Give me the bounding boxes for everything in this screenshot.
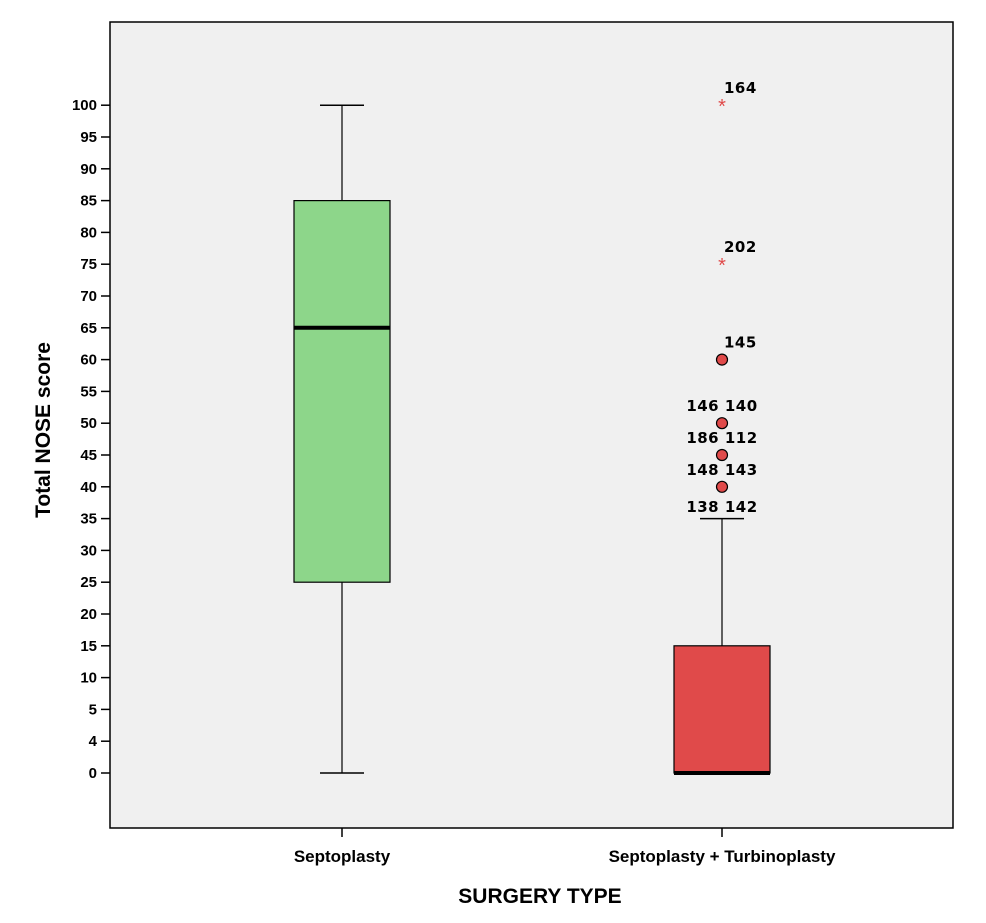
outlier-label: 138 142 xyxy=(686,498,757,516)
y-tick-label: 25 xyxy=(80,574,97,591)
y-tick-label: 95 xyxy=(80,129,97,146)
outlier-point xyxy=(715,417,729,430)
box-0 xyxy=(293,104,391,774)
y-tick-label: 35 xyxy=(80,511,97,528)
outlier-label: 146 140 xyxy=(686,397,757,415)
plot-area xyxy=(109,21,954,829)
box xyxy=(293,200,391,583)
outlier-label: 164 xyxy=(724,79,757,97)
y-tick-label: 45 xyxy=(80,447,97,464)
outlier-label: 148 143 xyxy=(686,461,757,479)
y-tick-label: 55 xyxy=(80,383,97,400)
extreme-star: * xyxy=(718,96,726,118)
y-tick-label: 5 xyxy=(89,701,97,718)
box xyxy=(673,645,771,774)
outlier-point xyxy=(715,353,729,366)
x-tick-label: Septoplasty + Turbinoplasty xyxy=(609,847,836,866)
y-tick-label: 85 xyxy=(80,193,97,210)
x-axis-label: SURGERY TYPE xyxy=(458,885,621,908)
y-tick-label: 20 xyxy=(80,606,97,623)
y-tick-label: 60 xyxy=(80,352,97,369)
y-tick-label: 30 xyxy=(80,542,97,559)
y-tick-label: 50 xyxy=(80,415,97,432)
outlier-label: 145 xyxy=(724,334,757,352)
outlier-label: 202 xyxy=(724,238,757,256)
y-tick-label: 10 xyxy=(80,670,97,687)
outlier-point xyxy=(715,480,729,493)
outlier-label: 186 112 xyxy=(686,429,757,447)
y-tick-label: 65 xyxy=(80,320,97,337)
y-axis-label: Total NOSE score xyxy=(32,342,55,518)
y-tick-label: 70 xyxy=(80,288,97,305)
extreme-star: * xyxy=(718,255,726,277)
outlier-point xyxy=(715,448,729,462)
y-tick-label: 0 xyxy=(89,765,97,782)
y-tick-label: 15 xyxy=(80,638,97,655)
y-tick-label: 100 xyxy=(72,97,97,114)
y-tick-label: 75 xyxy=(80,256,97,273)
y-tick-label: 40 xyxy=(80,479,97,496)
y-tick-label: 80 xyxy=(80,224,97,241)
x-tick-label: Septoplasty xyxy=(294,847,391,866)
y-tick-label: 90 xyxy=(80,161,97,178)
y-tick-label: 4 xyxy=(89,733,98,750)
